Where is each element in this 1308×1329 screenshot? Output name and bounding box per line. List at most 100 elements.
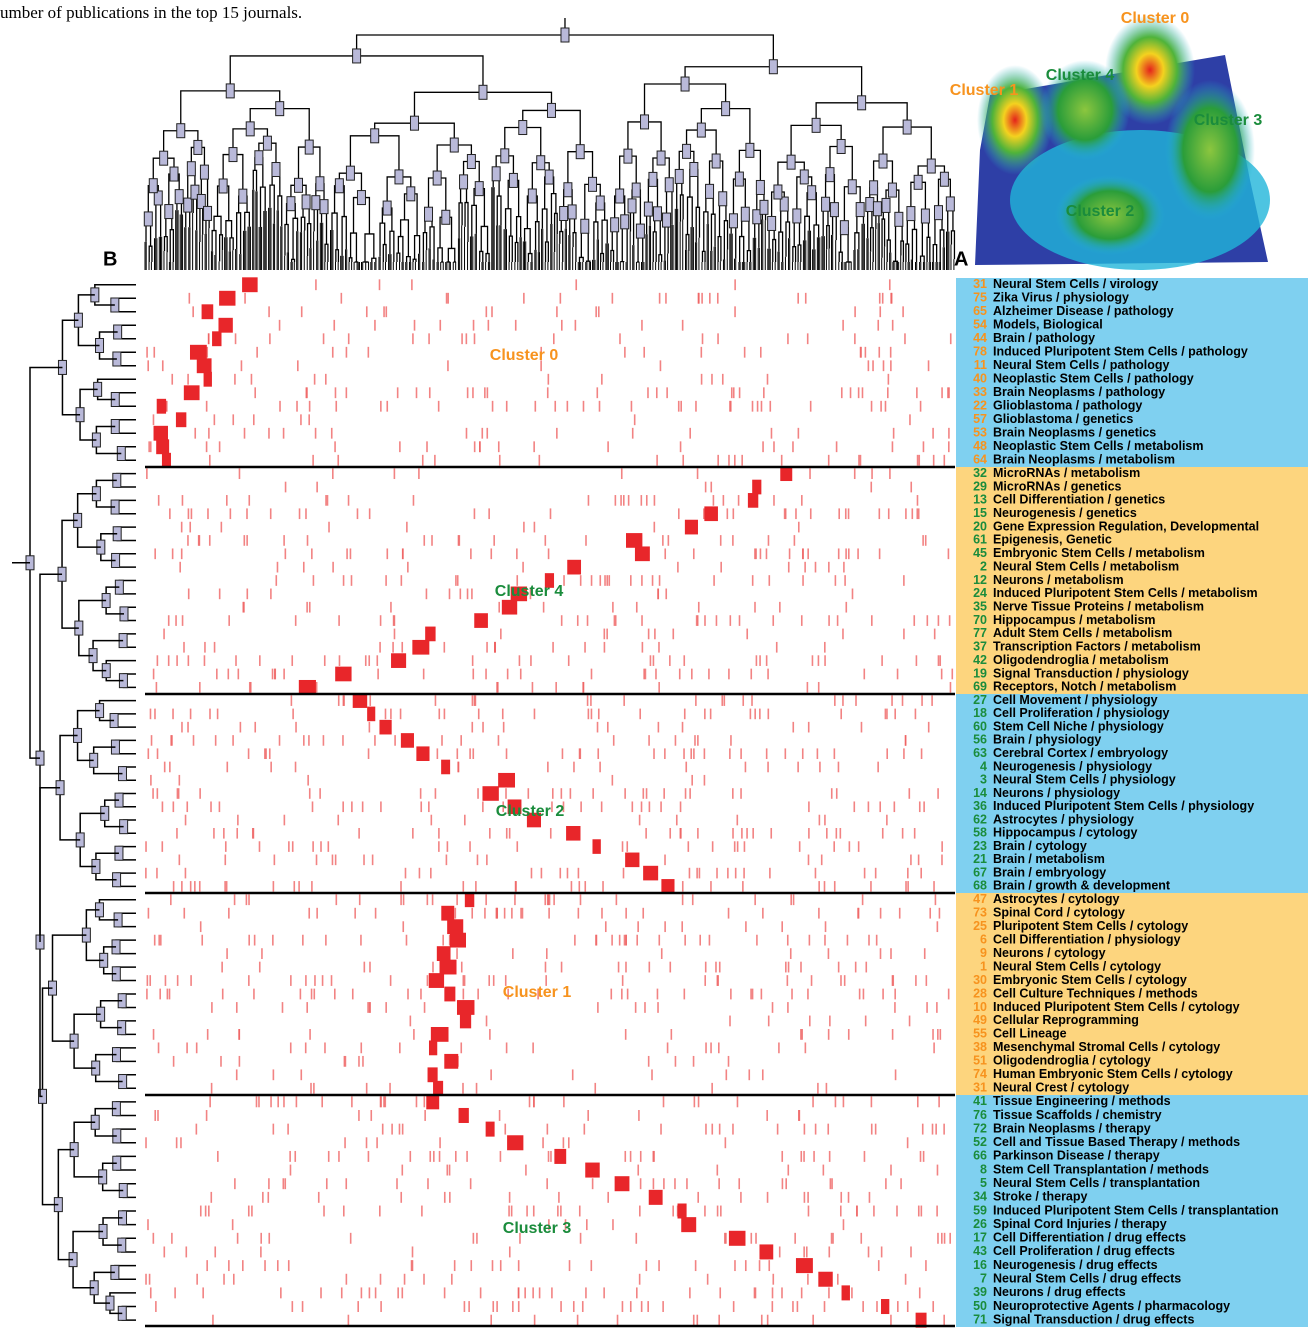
heat-cell	[827, 1124, 829, 1135]
heat-cell	[871, 1124, 873, 1135]
heat-block	[643, 866, 658, 881]
heat-cell	[254, 722, 256, 733]
heat-cell	[899, 908, 901, 919]
heat-cell	[557, 1206, 559, 1217]
heat-cell	[800, 1151, 802, 1162]
heat-cell	[826, 1083, 828, 1094]
node-box	[746, 143, 754, 157]
heat-cell	[893, 428, 895, 439]
heat-cell	[149, 1274, 151, 1285]
heat-cell	[187, 535, 189, 546]
heat-cell	[943, 1124, 945, 1135]
heat-cell	[214, 414, 216, 425]
heat-cell	[761, 401, 763, 412]
node-box	[353, 49, 361, 63]
heat-cell	[506, 748, 508, 759]
heat-cell	[207, 508, 209, 519]
heat-cell	[587, 695, 589, 706]
dendro-branch	[528, 254, 532, 262]
heat-cell	[477, 788, 479, 799]
heat-cell	[321, 1096, 323, 1107]
heat-cell	[699, 868, 701, 879]
heat-cell	[182, 495, 184, 506]
heat-cell	[855, 962, 857, 973]
heat-cell	[910, 1246, 912, 1257]
heat-cell	[214, 642, 216, 653]
heat-cell	[657, 589, 659, 600]
heat-cell	[584, 642, 586, 653]
heat-cell	[769, 575, 771, 586]
row-number: 20	[973, 519, 987, 533]
heat-cell	[843, 1219, 845, 1230]
heat-cell	[606, 629, 608, 640]
node-box	[596, 196, 604, 210]
heat-cell	[283, 1096, 285, 1107]
row-number: 48	[973, 439, 987, 453]
cluster-label: Cluster 3	[503, 1220, 572, 1237]
heat-cell	[215, 735, 217, 746]
row-label: Induced Pluripotent Stem Cells / patholo…	[993, 345, 1248, 359]
heat-cell	[704, 775, 706, 786]
row-number: 33	[973, 385, 987, 399]
heat-cell	[708, 669, 710, 680]
node-box	[768, 216, 776, 230]
heat-cell	[730, 735, 732, 746]
heat-cell	[640, 1151, 642, 1162]
node-box	[312, 196, 320, 210]
heat-cell	[685, 788, 687, 799]
heat-cell	[308, 908, 310, 919]
heat-cell	[416, 387, 418, 398]
heat-block	[429, 973, 444, 988]
heat-cell	[744, 841, 746, 852]
dendro-branch	[546, 242, 549, 262]
row-label: Neural Stem Cells / virology	[993, 277, 1158, 291]
dendro-branch	[814, 225, 819, 249]
heat-cell	[389, 1083, 391, 1094]
heat-cell	[404, 1274, 406, 1285]
heat-cell	[782, 1178, 784, 1189]
heat-cell	[922, 1124, 924, 1135]
heat-cell	[631, 401, 633, 412]
heat-cell	[919, 801, 921, 812]
heat-cell	[766, 748, 768, 759]
heat-cell	[704, 615, 706, 626]
row-label: Cellular Reprogramming	[993, 1013, 1139, 1027]
heat-block	[176, 412, 186, 427]
row-label: Brain Neoplasms / genetics	[993, 426, 1156, 440]
heat-cell	[717, 1165, 719, 1176]
heat-cell	[547, 762, 549, 773]
heat-cell	[375, 908, 377, 919]
heat-cell	[300, 989, 302, 1000]
heat-cell	[761, 989, 763, 1000]
heat-cell	[188, 589, 190, 600]
node-box	[946, 197, 954, 211]
heat-cell	[891, 293, 893, 304]
heat-cell	[858, 908, 860, 919]
heat-cell	[705, 1124, 707, 1135]
heat-cell	[400, 881, 402, 892]
heat-cell	[948, 548, 950, 559]
row-number: 19	[973, 666, 987, 680]
heat-cell	[551, 1287, 553, 1298]
heat-cell	[343, 575, 345, 586]
heat-cell	[427, 1178, 429, 1189]
heat-cell	[798, 428, 800, 439]
heat-cell	[877, 320, 879, 331]
heat-cell	[801, 615, 803, 626]
heat-cell	[657, 1002, 659, 1013]
heat-cell	[324, 1042, 326, 1053]
row-number: 1	[980, 959, 987, 973]
heat-cell	[156, 682, 158, 693]
heat-cell	[477, 989, 479, 1000]
heat-cell	[713, 575, 715, 586]
heat-cell	[890, 1315, 892, 1326]
row-label: Spinal Cord / cytology	[993, 905, 1125, 919]
heat-cell	[259, 962, 261, 973]
heat-block	[585, 1163, 599, 1178]
heat-cell	[190, 709, 192, 720]
row-number: 62	[973, 812, 987, 826]
row-label: Cell and Tissue Based Therapy / methods	[993, 1135, 1240, 1149]
heat-cell	[282, 1002, 284, 1013]
heat-cell	[455, 575, 457, 586]
heat-cell	[733, 508, 735, 519]
